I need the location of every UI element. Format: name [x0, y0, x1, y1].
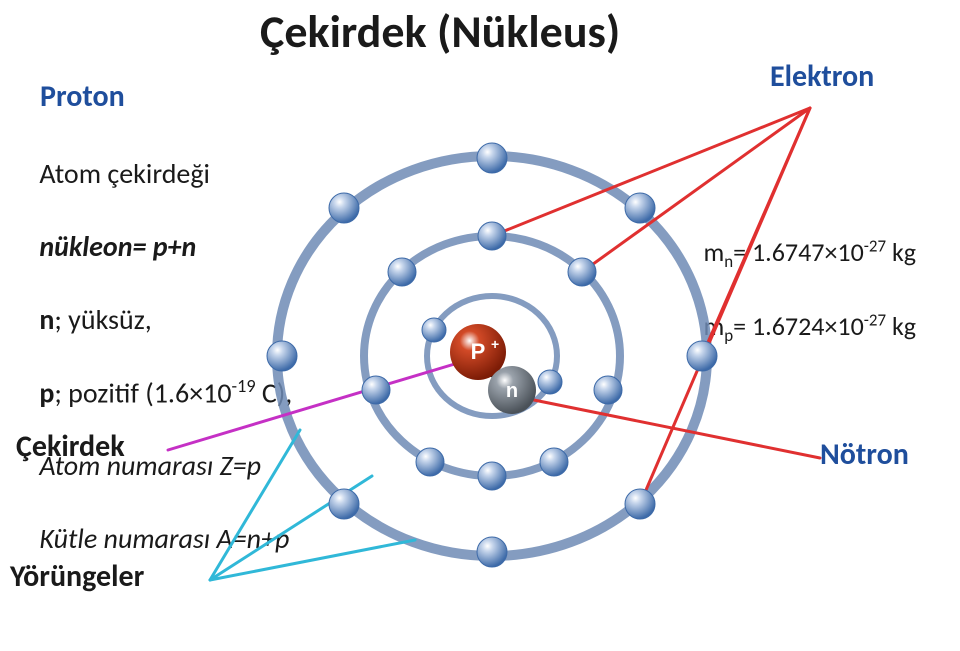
svg-text:+: + [491, 336, 499, 352]
svg-text:n: n [506, 380, 518, 402]
atom-svg: P + n [0, 0, 960, 651]
diagram-canvas: Çekirdek (Nükleus) Proton Atom çekirdeği… [0, 0, 960, 651]
svg-text:P: P [471, 339, 486, 364]
